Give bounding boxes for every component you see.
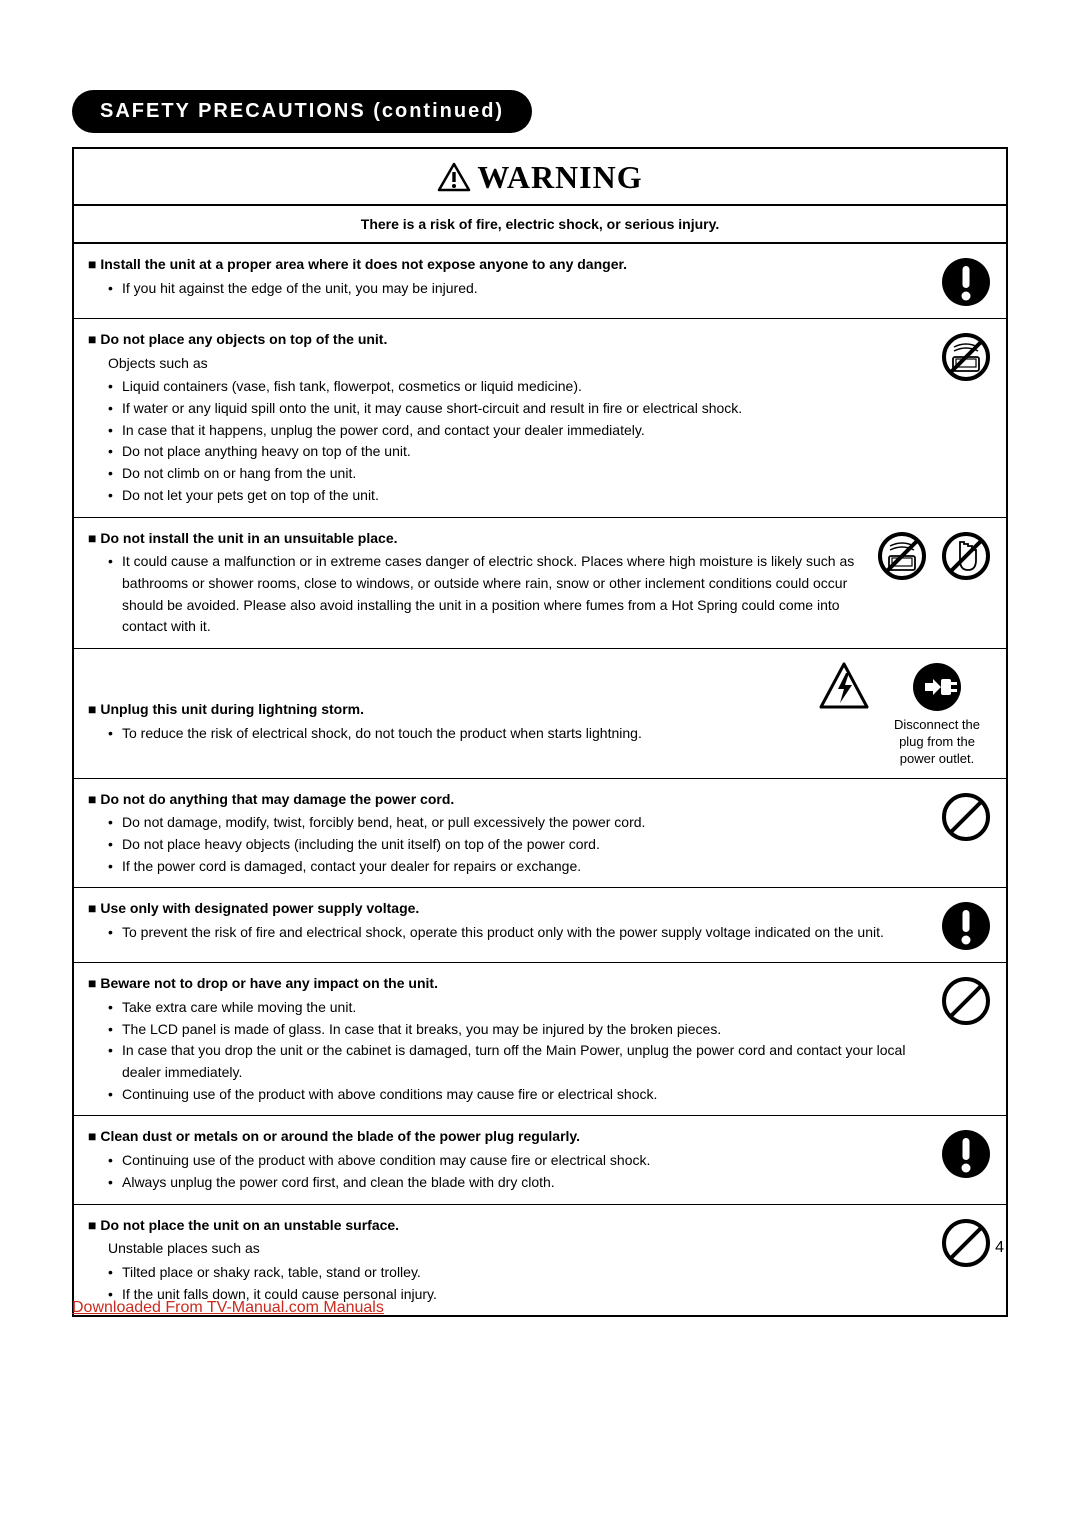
bullet-item: Continuing use of the product with above…	[108, 1084, 930, 1106]
prohibit-touch-icon	[940, 530, 992, 582]
footer-link[interactable]: Downloaded From TV-Manual.com Manuals	[72, 1299, 384, 1317]
section-text: Do not install the unit in an unsuitable…	[88, 528, 876, 638]
page-header-pill: SAFETY PRECAUTIONS (continued)	[72, 90, 532, 133]
mandatory-exclaim-icon	[940, 1128, 992, 1180]
warning-section: Use only with designated power supply vo…	[74, 888, 1006, 963]
bullet-list: To prevent the risk of fire and electric…	[108, 922, 930, 944]
section-title: Do not do anything that may damage the p…	[88, 789, 930, 811]
section-title: Do not place the unit on an unstable sur…	[88, 1215, 930, 1237]
section-text: Clean dust or metals on or around the bl…	[88, 1126, 940, 1193]
bullet-item: To prevent the risk of fire and electric…	[108, 922, 930, 944]
icon-column	[940, 329, 992, 383]
warning-section: Beware not to drop or have any impact on…	[74, 963, 1006, 1116]
prohibit-wet-icon	[876, 530, 928, 582]
caution-shock-icon	[818, 661, 870, 713]
prohibit-icon	[940, 975, 992, 1027]
bullet-item: Tilted place or shaky rack, table, stand…	[108, 1262, 930, 1284]
bullet-item: In case that it happens, unplug the powe…	[108, 420, 930, 442]
section-intro: Unstable places such as	[108, 1238, 930, 1260]
icon-column	[940, 1215, 992, 1269]
icon-column	[940, 254, 992, 308]
section-title: Install the unit at a proper area where …	[88, 254, 930, 276]
mandatory-exclaim-icon	[940, 256, 992, 308]
mandatory-exclaim-icon	[940, 900, 992, 952]
mandatory-unplug-icon: Disconnect the plug from the power outle…	[882, 661, 992, 768]
bullet-list: Do not damage, modify, twist, forcibly b…	[108, 812, 930, 877]
warning-section: Clean dust or metals on or around the bl…	[74, 1116, 1006, 1204]
warning-section: Install the unit at a proper area where …	[74, 244, 1006, 319]
bullet-list: To reduce the risk of electrical shock, …	[108, 723, 808, 745]
section-title: Clean dust or metals on or around the bl…	[88, 1126, 930, 1148]
bullet-item: Do not damage, modify, twist, forcibly b…	[108, 812, 930, 834]
bullet-item: Liquid containers (vase, fish tank, flow…	[108, 376, 930, 398]
bullet-item: In case that you drop the unit or the ca…	[108, 1040, 930, 1083]
warning-section: Do not install the unit in an unsuitable…	[74, 518, 1006, 649]
bullet-item: Do not place anything heavy on top of th…	[108, 441, 930, 463]
icon-caption: Disconnect the plug from the power outle…	[882, 717, 992, 768]
section-intro: Objects such as	[108, 353, 930, 375]
bullet-list: It could cause a malfunction or in extre…	[108, 551, 866, 638]
warning-section: Unplug this unit during lightning storm.…	[74, 649, 1006, 779]
section-text: Use only with designated power supply vo…	[88, 898, 940, 943]
icon-column	[940, 1126, 992, 1180]
warning-section: Do not do anything that may damage the p…	[74, 779, 1006, 889]
section-title: Do not install the unit in an unsuitable…	[88, 528, 866, 550]
section-title: Unplug this unit during lightning storm.	[88, 699, 808, 721]
section-title: Do not place any objects on top of the u…	[88, 329, 930, 351]
section-text: Do not do anything that may damage the p…	[88, 789, 940, 878]
section-title: Use only with designated power supply vo…	[88, 898, 930, 920]
section-title: Beware not to drop or have any impact on…	[88, 973, 930, 995]
icon-column	[940, 973, 992, 1027]
warning-header: WARNING	[74, 149, 1006, 206]
section-text: Beware not to drop or have any impact on…	[88, 973, 940, 1105]
icon-column	[940, 898, 992, 952]
section-text: Install the unit at a proper area where …	[88, 254, 940, 299]
bullet-item: Do not climb on or hang from the unit.	[108, 463, 930, 485]
prohibit-icon	[940, 1217, 992, 1269]
bullet-item: To reduce the risk of electrical shock, …	[108, 723, 808, 745]
bullet-item: If water or any liquid spill onto the un…	[108, 398, 930, 420]
bullet-item: Always unplug the power cord first, and …	[108, 1172, 930, 1194]
bullet-item: The LCD panel is made of glass. In case …	[108, 1019, 930, 1041]
warning-box: WARNING There is a risk of fire, electri…	[72, 147, 1008, 1317]
bullet-list: Take extra care while moving the unit.Th…	[108, 997, 930, 1105]
section-text: Do not place the unit on an unstable sur…	[88, 1215, 940, 1306]
warning-label: WARNING	[477, 159, 642, 195]
icon-column	[940, 789, 992, 843]
page: SAFETY PRECAUTIONS (continued) WARNING T…	[0, 0, 1080, 1357]
section-text: Unplug this unit during lightning storm.…	[88, 659, 818, 744]
bullet-item: If you hit against the edge of the unit,…	[108, 278, 930, 300]
section-text: Do not place any objects on top of the u…	[88, 329, 940, 507]
warning-subheading: There is a risk of fire, electric shock,…	[74, 206, 1006, 244]
prohibit-icon	[940, 791, 992, 843]
bullet-item: It could cause a malfunction or in extre…	[108, 551, 866, 638]
bullet-list: Continuing use of the product with above…	[108, 1150, 930, 1193]
page-number: 4	[995, 1239, 1004, 1257]
icon-column	[876, 528, 992, 582]
warning-triangle-icon	[437, 162, 471, 192]
warning-section: Do not place any objects on top of the u…	[74, 319, 1006, 518]
prohibit-wet-icon	[940, 331, 992, 383]
sections-container: Install the unit at a proper area where …	[74, 244, 1006, 1315]
icon-column: Disconnect the plug from the power outle…	[818, 659, 992, 768]
bullet-list: Liquid containers (vase, fish tank, flow…	[108, 376, 930, 506]
bullet-list: If you hit against the edge of the unit,…	[108, 278, 930, 300]
bullet-item: Do not place heavy objects (including th…	[108, 834, 930, 856]
bullet-item: If the power cord is damaged, contact yo…	[108, 856, 930, 878]
bullet-item: Continuing use of the product with above…	[108, 1150, 930, 1172]
bullet-item: Do not let your pets get on top of the u…	[108, 485, 930, 507]
bullet-item: Take extra care while moving the unit.	[108, 997, 930, 1019]
